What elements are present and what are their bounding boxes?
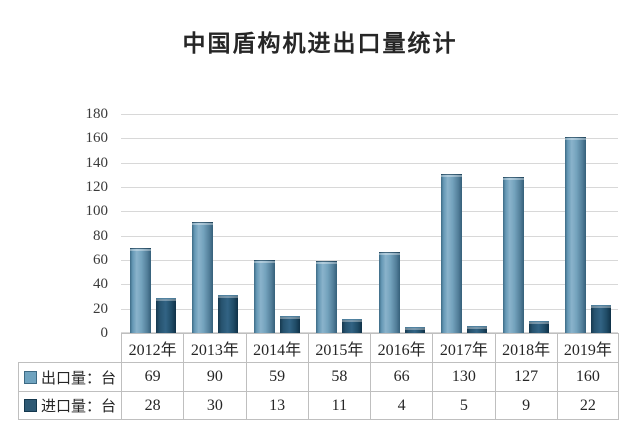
import-value-cell: 13 <box>245 391 308 420</box>
import-value-cell: 28 <box>121 391 184 420</box>
y-axis-tick-label: 180 <box>85 106 109 122</box>
chart-title: 中国盾构机进出口量统计 <box>182 30 458 56</box>
y-axis-tick-label: 20 <box>93 301 108 317</box>
export-value-cell: 58 <box>307 362 370 391</box>
gridline <box>121 309 618 310</box>
import-bar-2016年 <box>405 327 425 333</box>
export-bar-2019年 <box>565 137 586 333</box>
series-label: 进口量：台 <box>41 399 117 415</box>
y-axis-tick-label: 0 <box>100 325 109 341</box>
export-bar-2014年 <box>254 260 275 333</box>
export-bar-2017年 <box>441 174 462 333</box>
y-axis: 0 20 40 60 80 100 120 140 160 180 <box>0 106 112 341</box>
export-bar-2012年 <box>130 248 151 333</box>
year-header-cell: 2017年 <box>432 333 495 362</box>
y-axis-tick-label: 40 <box>93 276 108 292</box>
import-value-cell: 30 <box>183 391 246 420</box>
year-header-cell: 2015年 <box>307 333 370 362</box>
import-bar-2013年 <box>218 295 238 333</box>
y-axis-tick-label: 60 <box>93 252 108 268</box>
import-value-cell: 5 <box>432 391 495 420</box>
legend-cell-export: 出口量：台 <box>18 362 121 391</box>
export-value-cell: 59 <box>245 362 308 391</box>
import-bar-2018年 <box>529 321 549 333</box>
export-value-cell: 69 <box>121 362 184 391</box>
export-bar-2013年 <box>192 222 213 333</box>
year-header-cell: 2013年 <box>183 333 246 362</box>
export-series-swatch-icon <box>24 370 37 384</box>
y-axis-tick-label: 80 <box>93 228 108 244</box>
gridline <box>121 332 618 333</box>
export-bar-2015年 <box>316 261 337 333</box>
data-table: 2012年 2013年 2014年 2015年 2016年 2017年 2018年 2019年… <box>18 333 619 420</box>
import-bar-2019年 <box>591 305 611 333</box>
year-header-cell: 2019年 <box>556 333 619 362</box>
plot-area <box>121 114 618 333</box>
export-bar-2016年 <box>379 252 400 333</box>
year-header-cell: 2012年 <box>121 333 184 362</box>
import-value-cell: 4 <box>370 391 433 420</box>
y-axis-tick-label: 140 <box>85 155 109 171</box>
import-value-cell: 9 <box>494 391 557 420</box>
import-bar-2012年 <box>156 298 176 333</box>
import-bar-2014年 <box>280 316 300 333</box>
gridline <box>121 138 618 139</box>
export-value-cell: 127 <box>494 362 557 391</box>
export-value-cell: 130 <box>432 362 495 391</box>
export-value-cell: 160 <box>556 362 619 391</box>
table-corner-spacer <box>18 333 121 362</box>
gridline <box>121 114 618 115</box>
gridline <box>121 211 618 212</box>
import-bar-2017年 <box>467 326 487 333</box>
import-value-cell: 11 <box>307 391 370 420</box>
year-header-cell: 2018年 <box>494 333 557 362</box>
series-label: 出口量：台 <box>41 370 117 387</box>
legend-cell-import: 进口量：台 <box>18 391 121 420</box>
year-header-cell: 2016年 <box>370 333 433 362</box>
year-header-cell: 2014年 <box>245 333 308 362</box>
gridline <box>121 163 618 164</box>
y-axis-tick-label: 120 <box>85 179 109 195</box>
import-series-swatch-icon <box>24 399 37 412</box>
gridline <box>121 284 618 285</box>
export-bar-2018年 <box>503 177 524 333</box>
import-value-cell: 22 <box>556 391 619 420</box>
import-bar-2015年 <box>342 319 362 333</box>
gridline <box>121 187 618 188</box>
gridline <box>121 260 618 261</box>
y-axis-tick-label: 160 <box>85 130 109 146</box>
gridline <box>121 236 618 237</box>
export-value-cell: 90 <box>183 362 246 391</box>
y-axis-tick-label: 100 <box>85 203 109 219</box>
export-value-cell: 66 <box>370 362 433 391</box>
